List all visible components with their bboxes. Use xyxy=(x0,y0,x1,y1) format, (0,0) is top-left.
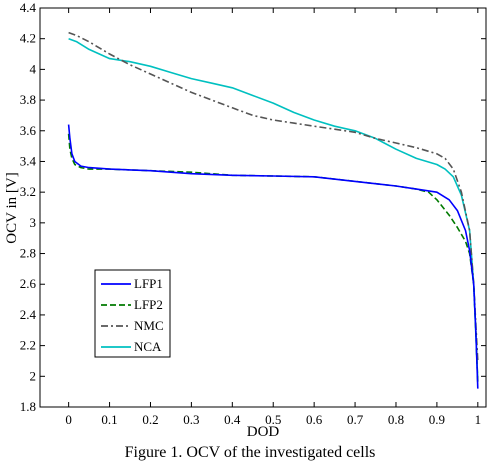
y-tick-label: 3.4 xyxy=(20,153,37,168)
series-line-nmc xyxy=(68,31,479,362)
legend: LFP1 LFP2 NMC NCA xyxy=(94,269,171,358)
y-tick-label: 2.4 xyxy=(20,307,37,322)
y-tick-label: 3.8 xyxy=(20,92,36,107)
series-line-nca xyxy=(68,37,479,381)
legend-items: LFP1 LFP2 NMC NCA xyxy=(101,276,164,354)
x-tick-label: 0.9 xyxy=(429,412,445,427)
x-tick-label: 0.4 xyxy=(224,412,241,427)
y-tick-label: 3.6 xyxy=(20,123,37,138)
x-tick-label: 0.8 xyxy=(388,412,404,427)
y-axis-ticks: 1.8 2 2.2 2.4 2.6 2.8 3 3.2 3.4 3.6 3.8 4 4.2 4.4 xyxy=(20,0,486,414)
x-tick-label: 0.2 xyxy=(142,412,158,427)
legend-label-nca: NCA xyxy=(134,339,162,354)
y-tick-label: 2 xyxy=(30,368,37,383)
x-tick-label: 1 xyxy=(475,412,482,427)
y-tick-label: 2.2 xyxy=(20,338,36,353)
x-tick-label: 0.6 xyxy=(306,412,323,427)
x-axis-label: DOD xyxy=(247,424,280,440)
y-tick-label: 3 xyxy=(30,215,37,230)
series-line-lfp2 xyxy=(67,133,479,385)
y-tick-label: 2.6 xyxy=(20,276,37,291)
series-lines xyxy=(67,31,479,389)
y-tick-label: 4.4 xyxy=(20,0,37,15)
legend-label-lfp1: LFP1 xyxy=(134,276,163,291)
y-tick-label: 2.8 xyxy=(20,246,36,261)
x-tick-label: 0.1 xyxy=(101,412,117,427)
y-tick-label: 3.2 xyxy=(20,184,36,199)
y-tick-label: 4.2 xyxy=(20,31,36,46)
y-tick-label: 1.8 xyxy=(20,399,36,414)
ocv-chart: 1.8 2 2.2 2.4 2.6 2.8 3 3.2 3.4 3.6 3.8 4 4.2 4.4 0 0.… xyxy=(4,0,487,440)
figure-caption: Figure 1. OCV of the investigated cells xyxy=(124,444,376,461)
y-tick-label: 4 xyxy=(30,61,37,76)
x-tick-label: 0.5 xyxy=(265,412,281,427)
x-tick-label: 0.7 xyxy=(347,412,364,427)
legend-label-lfp2: LFP2 xyxy=(134,297,163,312)
x-axis-ticks: 0 0.1 0.2 0.3 0.4 0.5 0.6 0.7 0.8 0.9 1 xyxy=(65,8,481,427)
series-line-lfp1 xyxy=(67,124,479,389)
legend-label-nmc: NMC xyxy=(134,318,164,333)
x-tick-label: 0 xyxy=(65,412,72,427)
x-tick-label: 0.3 xyxy=(183,412,199,427)
y-axis-label: OCV in [V] xyxy=(4,172,20,243)
